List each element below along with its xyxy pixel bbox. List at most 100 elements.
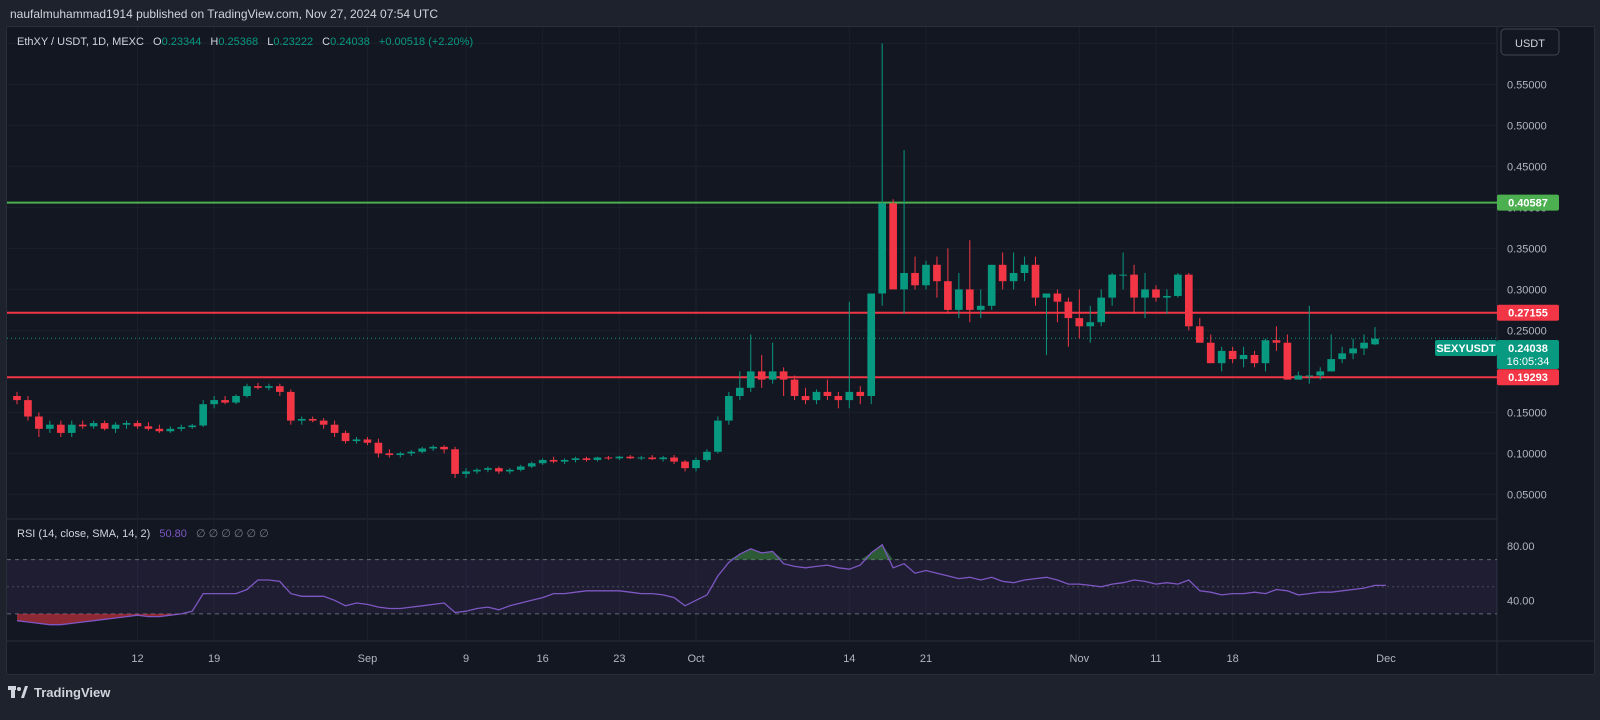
- candle-body: [429, 446, 437, 449]
- price-tick-label: 0.15000: [1507, 407, 1547, 419]
- candle-body: [133, 423, 142, 427]
- candle-body: [1360, 342, 1368, 349]
- time-tick-label: 11: [1150, 653, 1161, 665]
- candle-body: [659, 457, 667, 460]
- svg-text:RSI (14, close, SMA, 14, 2): RSI (14, close, SMA, 14, 2) 50.80 ∅ ∅ ∅ …: [17, 528, 269, 540]
- candle-body: [363, 439, 372, 443]
- candle-body: [714, 420, 722, 452]
- candle-body: [276, 386, 284, 392]
- last-price-label: SEXYUSDT 0.24038 16:05:34: [1435, 340, 1559, 369]
- candle-body: [637, 457, 646, 459]
- candle-body: [67, 424, 76, 433]
- main-pane[interactable]: [7, 27, 1497, 519]
- candle-body: [976, 305, 985, 310]
- candle-body: [834, 396, 843, 401]
- candle-body: [254, 386, 262, 388]
- candle-body: [527, 463, 536, 467]
- candle-body: [1053, 293, 1062, 302]
- candle-body: [538, 459, 547, 464]
- svg-text:EthXY / USDT, 1D, MEXC O: EthXY / USDT, 1D, MEXC O0.23344 H0.25368…: [17, 36, 473, 48]
- candles: [13, 43, 1379, 478]
- candle-body: [856, 391, 865, 396]
- candle-body: [1217, 350, 1226, 364]
- candle-body: [111, 424, 120, 429]
- rsi-legend-value: 50.80: [159, 528, 187, 540]
- price-label-countdown: 16:05:34: [1507, 356, 1550, 368]
- tradingview-logo-icon: [8, 686, 28, 698]
- candle-body: [1327, 359, 1336, 372]
- candle-body: [571, 458, 580, 460]
- candle-body: [1272, 340, 1281, 343]
- candle-body: [440, 446, 448, 450]
- candle-body: [560, 459, 569, 462]
- candle-body: [703, 451, 711, 460]
- candle-body: [1184, 274, 1193, 327]
- level-labels: 0.40587 0.27155 0.19293: [1497, 194, 1559, 386]
- candle-body: [352, 439, 361, 442]
- candle-body: [1294, 375, 1303, 380]
- candle-body: [735, 387, 744, 396]
- candle-body: [319, 420, 328, 425]
- candle-body: [922, 264, 930, 286]
- candle-body: [779, 371, 788, 380]
- candle-body: [987, 264, 996, 306]
- legend-h-label: H: [210, 36, 218, 48]
- candle-body: [1108, 274, 1116, 298]
- candle-body: [867, 293, 876, 396]
- candle-body: [965, 289, 974, 310]
- candle-body: [232, 396, 240, 403]
- tradingview-brand: TradingView: [34, 684, 111, 700]
- candle-body: [1163, 295, 1171, 298]
- legend-o-value: 0.23344: [162, 36, 202, 48]
- candle-body: [199, 404, 208, 426]
- rsi-pane[interactable]: 80.00 40.00: [7, 541, 1535, 626]
- candle-body: [604, 457, 613, 459]
- candle-body: [265, 386, 273, 388]
- legend-l-label: L: [267, 36, 273, 48]
- candle-body: [1174, 274, 1182, 296]
- candle-body: [1261, 340, 1270, 364]
- candle-body: [407, 451, 416, 454]
- candle-body: [1020, 264, 1029, 273]
- candle-body: [1097, 297, 1106, 323]
- candle-body: [1349, 348, 1357, 354]
- candle-body: [243, 386, 251, 396]
- candle-body: [911, 273, 919, 286]
- candle-body: [286, 391, 295, 421]
- candle-body: [1283, 342, 1292, 380]
- candle-body: [1141, 289, 1149, 298]
- rsi-overbought-fill: [17, 544, 1386, 560]
- candle-body: [626, 456, 635, 459]
- candle-body: [516, 466, 525, 470]
- candle-body: [341, 432, 350, 442]
- candle-body: [549, 459, 558, 462]
- rsi-legend-label: RSI (14, close, SMA, 14, 2): [17, 528, 150, 540]
- candle-body: [681, 461, 689, 469]
- time-tick-label: 16: [537, 653, 549, 665]
- time-axis-ticks: 12 19 Sep 9 16 23 Oct 14 21 Nov 11 18 Dec: [131, 653, 1396, 665]
- time-tick-label: 21: [920, 653, 932, 665]
- price-tick-label: 0.45000: [1507, 161, 1547, 173]
- candle-body: [396, 453, 405, 456]
- candle-body: [648, 457, 657, 460]
- currency-label: USDT: [1515, 38, 1545, 50]
- currency-button[interactable]: USDT: [1500, 28, 1560, 56]
- price-tick-label: 0.05000: [1507, 489, 1547, 501]
- candle-body: [1119, 274, 1127, 276]
- candle-body: [1009, 273, 1018, 282]
- rsi-tick-label: 80.00: [1507, 541, 1535, 553]
- time-tick-label: Dec: [1376, 653, 1396, 665]
- candle-body: [768, 371, 777, 380]
- legend-l-value: 0.23222: [273, 36, 313, 48]
- candle-body: [1305, 375, 1314, 377]
- candle-body: [1130, 274, 1138, 298]
- candle-body: [900, 273, 908, 290]
- candle-body: [308, 418, 317, 421]
- candle-body: [746, 371, 755, 388]
- candle-body: [725, 396, 733, 421]
- candle-body: [297, 418, 306, 421]
- price-label-value: 0.24038: [1508, 343, 1548, 355]
- candle-body: [1250, 355, 1259, 364]
